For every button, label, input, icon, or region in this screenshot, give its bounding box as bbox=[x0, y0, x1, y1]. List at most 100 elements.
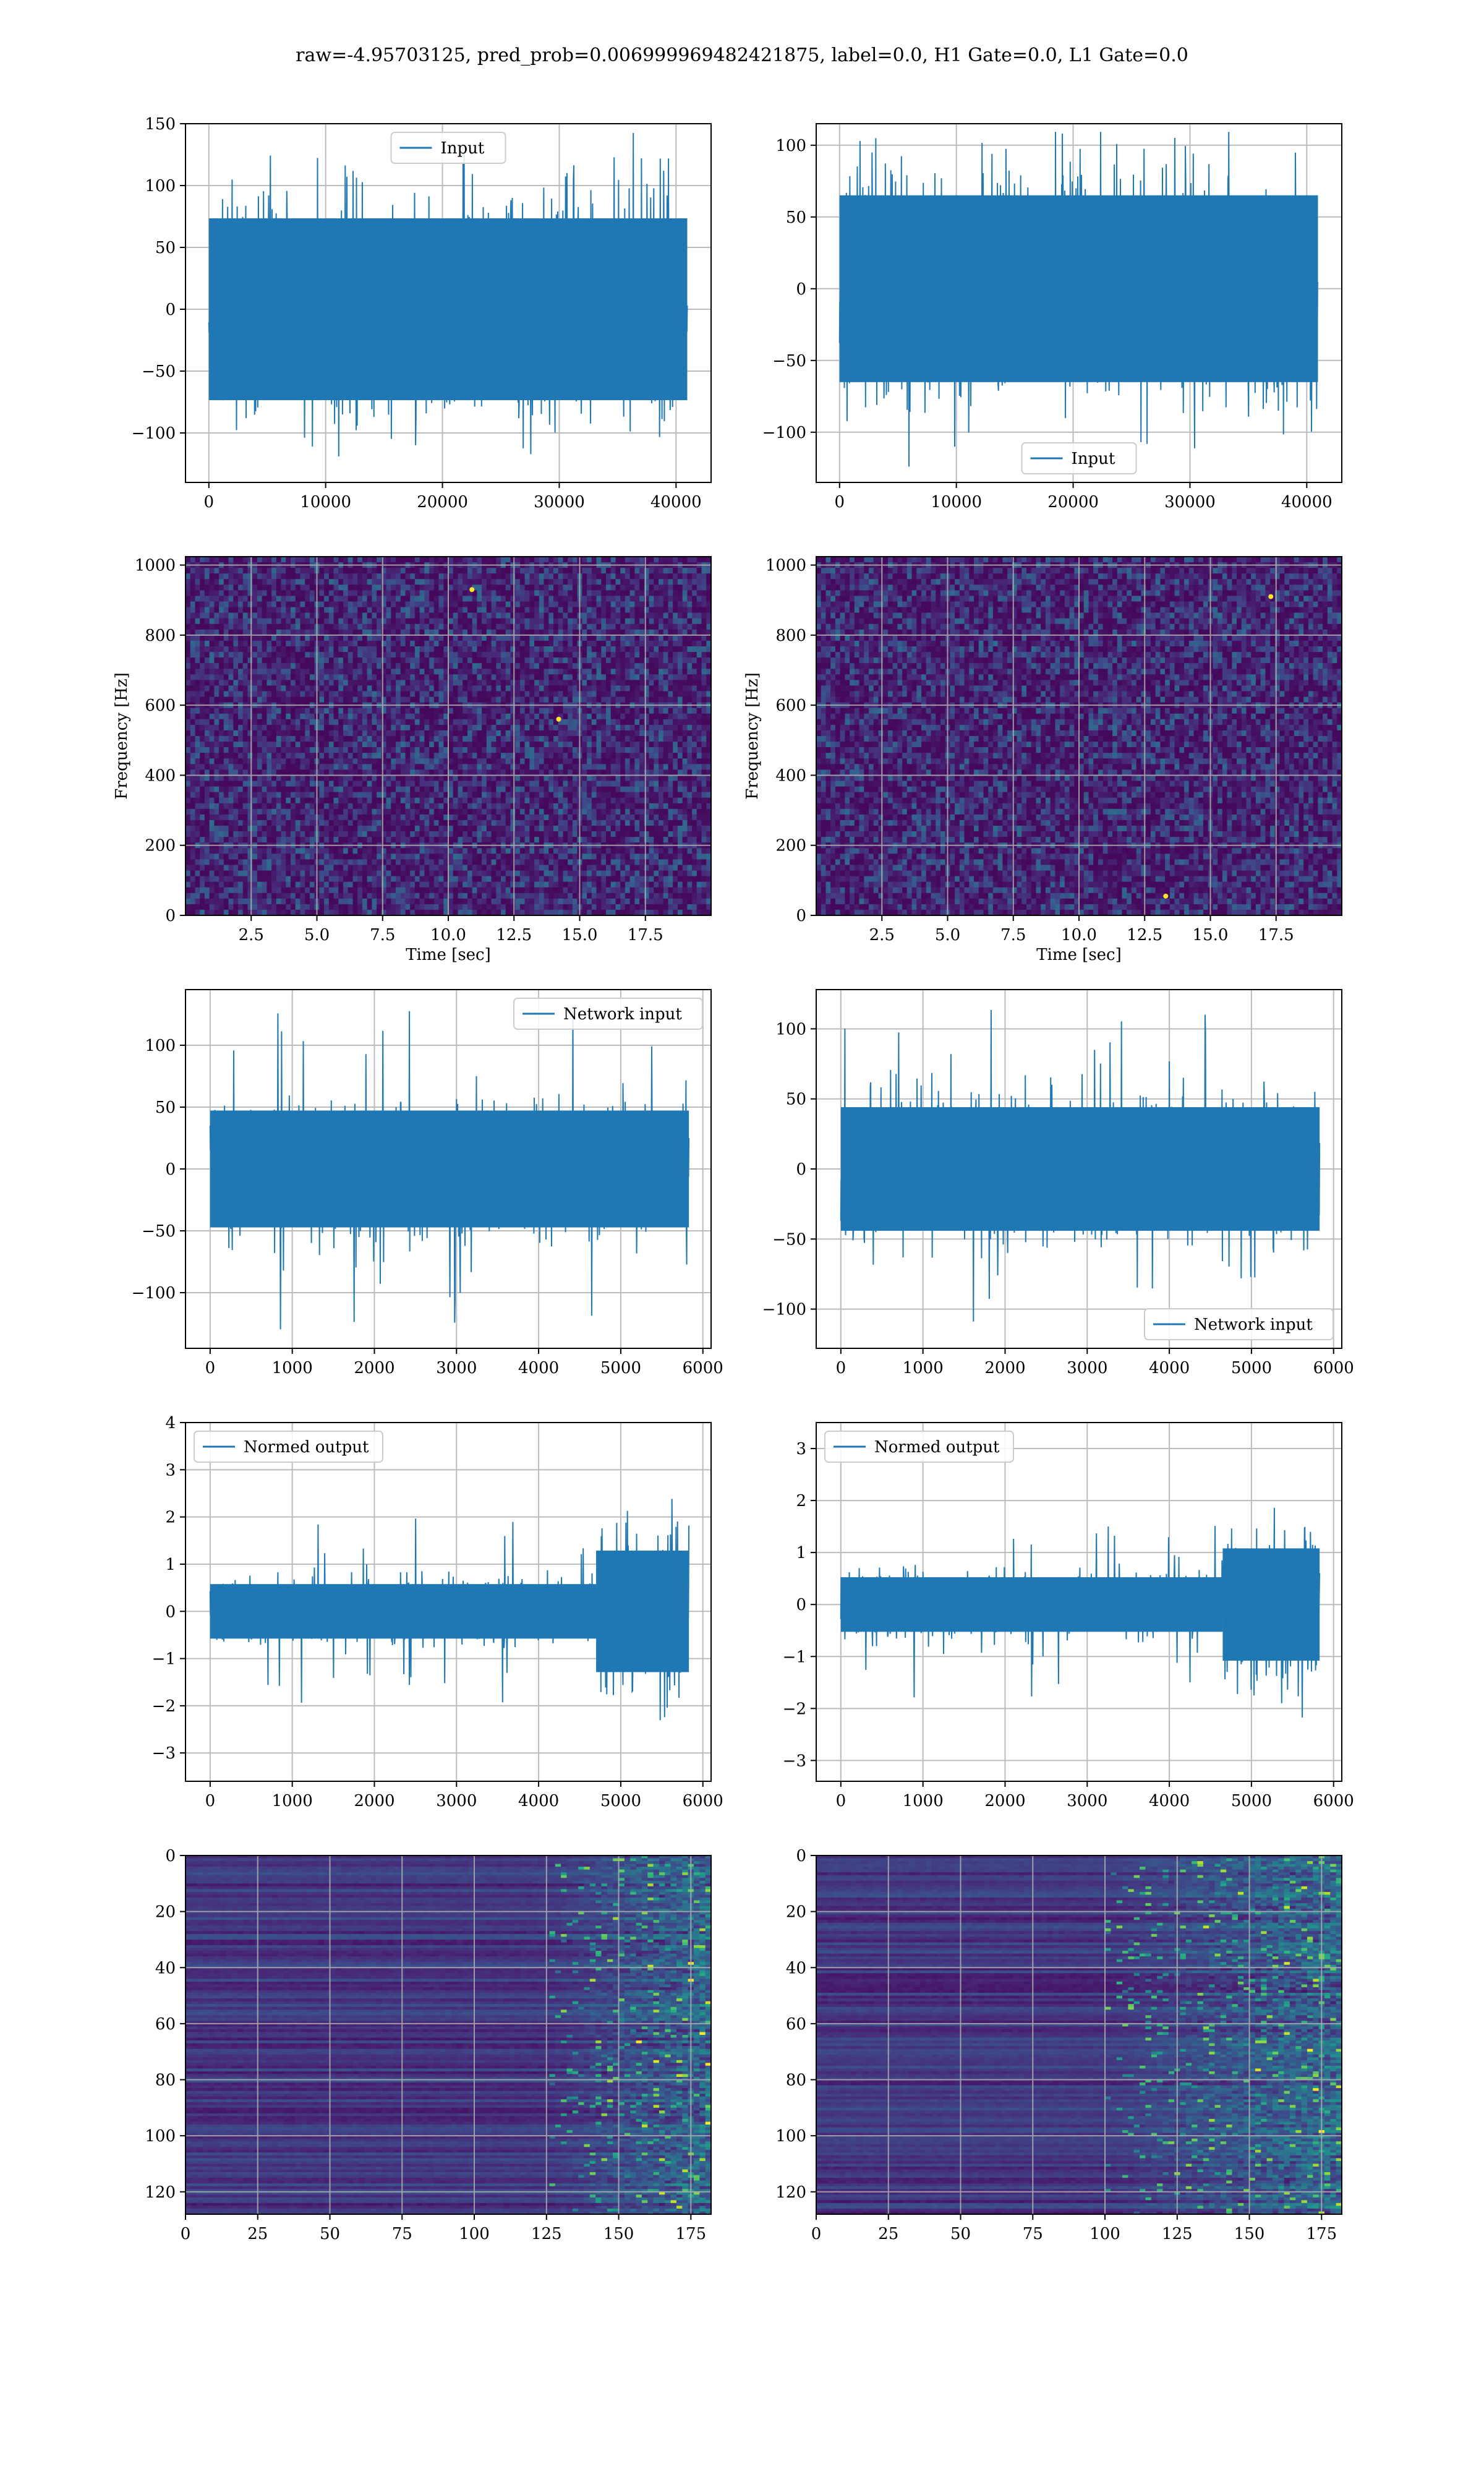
y-tick-label: 80 bbox=[155, 2071, 176, 2090]
y-tick-label: 800 bbox=[145, 627, 176, 645]
x-tick-label: 0 bbox=[811, 2225, 822, 2243]
chart-spectrogram-h1: 2.5 5.0 7.5 10.0 12.5 15.0 17.5 0 200 400 600 800 10… bbox=[113, 556, 712, 964]
legend-label: Normed output bbox=[244, 1438, 369, 1457]
y-tick-label: 150 bbox=[145, 115, 176, 134]
series-core bbox=[839, 195, 1318, 382]
y-tick-label: 50 bbox=[786, 1090, 806, 1109]
y-tick-label: 1 bbox=[796, 1544, 806, 1562]
x-tick-label: 1000 bbox=[272, 1359, 313, 1377]
chart-input-l1: 0 10000 20000 30000 40000 −100 −50 0 50 100 Input bbox=[762, 123, 1342, 511]
chart-input-h1: 0 10000 20000 30000 40000 −100 −50 0 50 100 150 Inp… bbox=[132, 115, 712, 511]
x-tick-label: 100 bbox=[459, 2225, 490, 2243]
y-tick-label: −3 bbox=[783, 1752, 806, 1770]
hot-spot bbox=[1268, 594, 1274, 599]
x-tick-label: 20000 bbox=[417, 493, 468, 511]
y-tick-label: 50 bbox=[155, 239, 176, 257]
x-tick-label: 5000 bbox=[600, 1359, 641, 1377]
legend: Normed output bbox=[194, 1431, 383, 1463]
chart-spectrogram-l1: 2.5 5.0 7.5 10.0 12.5 15.0 17.5 0 200 400 600 800 10… bbox=[743, 556, 1342, 964]
legend-label: Input bbox=[1072, 450, 1115, 468]
x-tick-label: 15.0 bbox=[562, 926, 598, 944]
x-tick-label: 50 bbox=[950, 2225, 971, 2243]
x-tick-label: 0 bbox=[836, 1792, 846, 1810]
x-tick-label: 12.5 bbox=[1127, 926, 1162, 944]
x-tick-label: 6000 bbox=[1313, 1792, 1354, 1810]
legend-label: Network input bbox=[1194, 1316, 1313, 1334]
y-tick-label: 0 bbox=[165, 1603, 176, 1621]
x-tick-label: 5000 bbox=[600, 1792, 641, 1810]
y-tick-label: −50 bbox=[772, 1230, 806, 1249]
y-tick-label: 0 bbox=[796, 907, 806, 925]
y-tick-label: 400 bbox=[775, 766, 806, 785]
y-tick-label: 4 bbox=[165, 1414, 176, 1432]
y-tick-label: −100 bbox=[132, 1284, 176, 1303]
y-tick-label: −1 bbox=[152, 1650, 176, 1669]
x-tick-label: 30000 bbox=[534, 493, 585, 511]
x-tick-label: 2000 bbox=[984, 1792, 1025, 1810]
x-tick-label: 4000 bbox=[1149, 1359, 1190, 1377]
y-tick-label: 400 bbox=[145, 766, 176, 785]
y-tick-label: 20 bbox=[155, 1903, 176, 1922]
x-tick-label: 0 bbox=[181, 2225, 191, 2243]
x-tick-label: 0 bbox=[205, 1792, 216, 1810]
y-tick-label: 0 bbox=[796, 1160, 806, 1179]
x-tick-label: 25 bbox=[878, 2225, 898, 2243]
heatmap-cells bbox=[186, 557, 711, 915]
y-axis-label: Frequency [Hz] bbox=[743, 672, 762, 800]
legend-label: Network input bbox=[563, 1005, 682, 1024]
y-tick-label: 100 bbox=[775, 2127, 806, 2146]
y-tick-label: 1000 bbox=[135, 557, 176, 575]
y-tick-label: 1 bbox=[165, 1556, 176, 1574]
x-tick-label: 2000 bbox=[984, 1359, 1025, 1377]
legend: Normed output bbox=[824, 1431, 1014, 1463]
chart-network-input-h1: 0 1000 2000 3000 4000 5000 6000 −100 −50 0 50 100 Ne… bbox=[132, 989, 723, 1377]
y-tick-label: 0 bbox=[165, 1160, 176, 1179]
x-axis-label: Time [sec] bbox=[406, 946, 491, 964]
y-tick-label: 3 bbox=[165, 1461, 176, 1479]
x-tick-label: 12.5 bbox=[496, 926, 532, 944]
x-tick-label: 15.0 bbox=[1193, 926, 1229, 944]
chart-normed-output-l1: 0 1000 2000 3000 4000 5000 6000 −3 −2 −1 0 1 2 3 Norme… bbox=[783, 1422, 1354, 1810]
x-tick-label: 0 bbox=[835, 493, 845, 511]
x-tick-label: 2.5 bbox=[869, 926, 895, 944]
y-tick-label: 0 bbox=[796, 1596, 806, 1614]
series-core-burst bbox=[1222, 1548, 1320, 1661]
y-tick-label: 40 bbox=[786, 1959, 806, 1977]
y-tick-label: 2 bbox=[165, 1509, 176, 1527]
x-tick-label: 150 bbox=[1234, 2225, 1265, 2243]
x-tick-label: 40000 bbox=[1281, 493, 1333, 511]
y-tick-label: 80 bbox=[786, 2071, 806, 2090]
y-tick-label: 2 bbox=[796, 1492, 806, 1510]
x-tick-label: 3000 bbox=[1067, 1792, 1107, 1810]
y-tick-label: 120 bbox=[775, 2183, 806, 2202]
y-tick-label: 100 bbox=[775, 1020, 806, 1038]
x-axis-label: Time [sec] bbox=[1036, 946, 1122, 964]
y-tick-label: 200 bbox=[145, 837, 176, 855]
x-tick-label: 0 bbox=[205, 1359, 216, 1377]
y-tick-label: 100 bbox=[145, 1037, 176, 1055]
legend-label: Normed output bbox=[874, 1438, 1000, 1457]
y-tick-label: −2 bbox=[783, 1700, 806, 1718]
y-tick-label: 800 bbox=[775, 627, 806, 645]
x-tick-label: 17.5 bbox=[628, 926, 663, 944]
series-core bbox=[210, 1584, 597, 1639]
y-tick-label: 50 bbox=[786, 208, 806, 227]
y-tick-label: −50 bbox=[772, 352, 806, 370]
x-tick-label: 100 bbox=[1090, 2225, 1120, 2243]
x-tick-label: 17.5 bbox=[1258, 926, 1294, 944]
y-tick-label: −50 bbox=[142, 1222, 176, 1241]
y-tick-label: 600 bbox=[145, 696, 176, 715]
x-tick-label: 75 bbox=[392, 2225, 412, 2243]
x-tick-label: 6000 bbox=[1313, 1359, 1354, 1377]
y-tick-label: 1000 bbox=[765, 557, 806, 575]
x-tick-label: 3000 bbox=[1067, 1359, 1107, 1377]
y-axis-label: Frequency [Hz] bbox=[113, 672, 131, 800]
x-tick-label: 75 bbox=[1023, 2225, 1043, 2243]
x-tick-label: 125 bbox=[531, 2225, 562, 2243]
x-tick-label: 2.5 bbox=[239, 926, 264, 944]
hot-spot bbox=[1163, 893, 1169, 899]
series-core bbox=[210, 1110, 689, 1228]
x-tick-label: 7.5 bbox=[1000, 926, 1026, 944]
chart-network-input-l1: 0 1000 2000 3000 4000 5000 6000 −100 −50 0 50 100 Ne… bbox=[762, 989, 1354, 1377]
